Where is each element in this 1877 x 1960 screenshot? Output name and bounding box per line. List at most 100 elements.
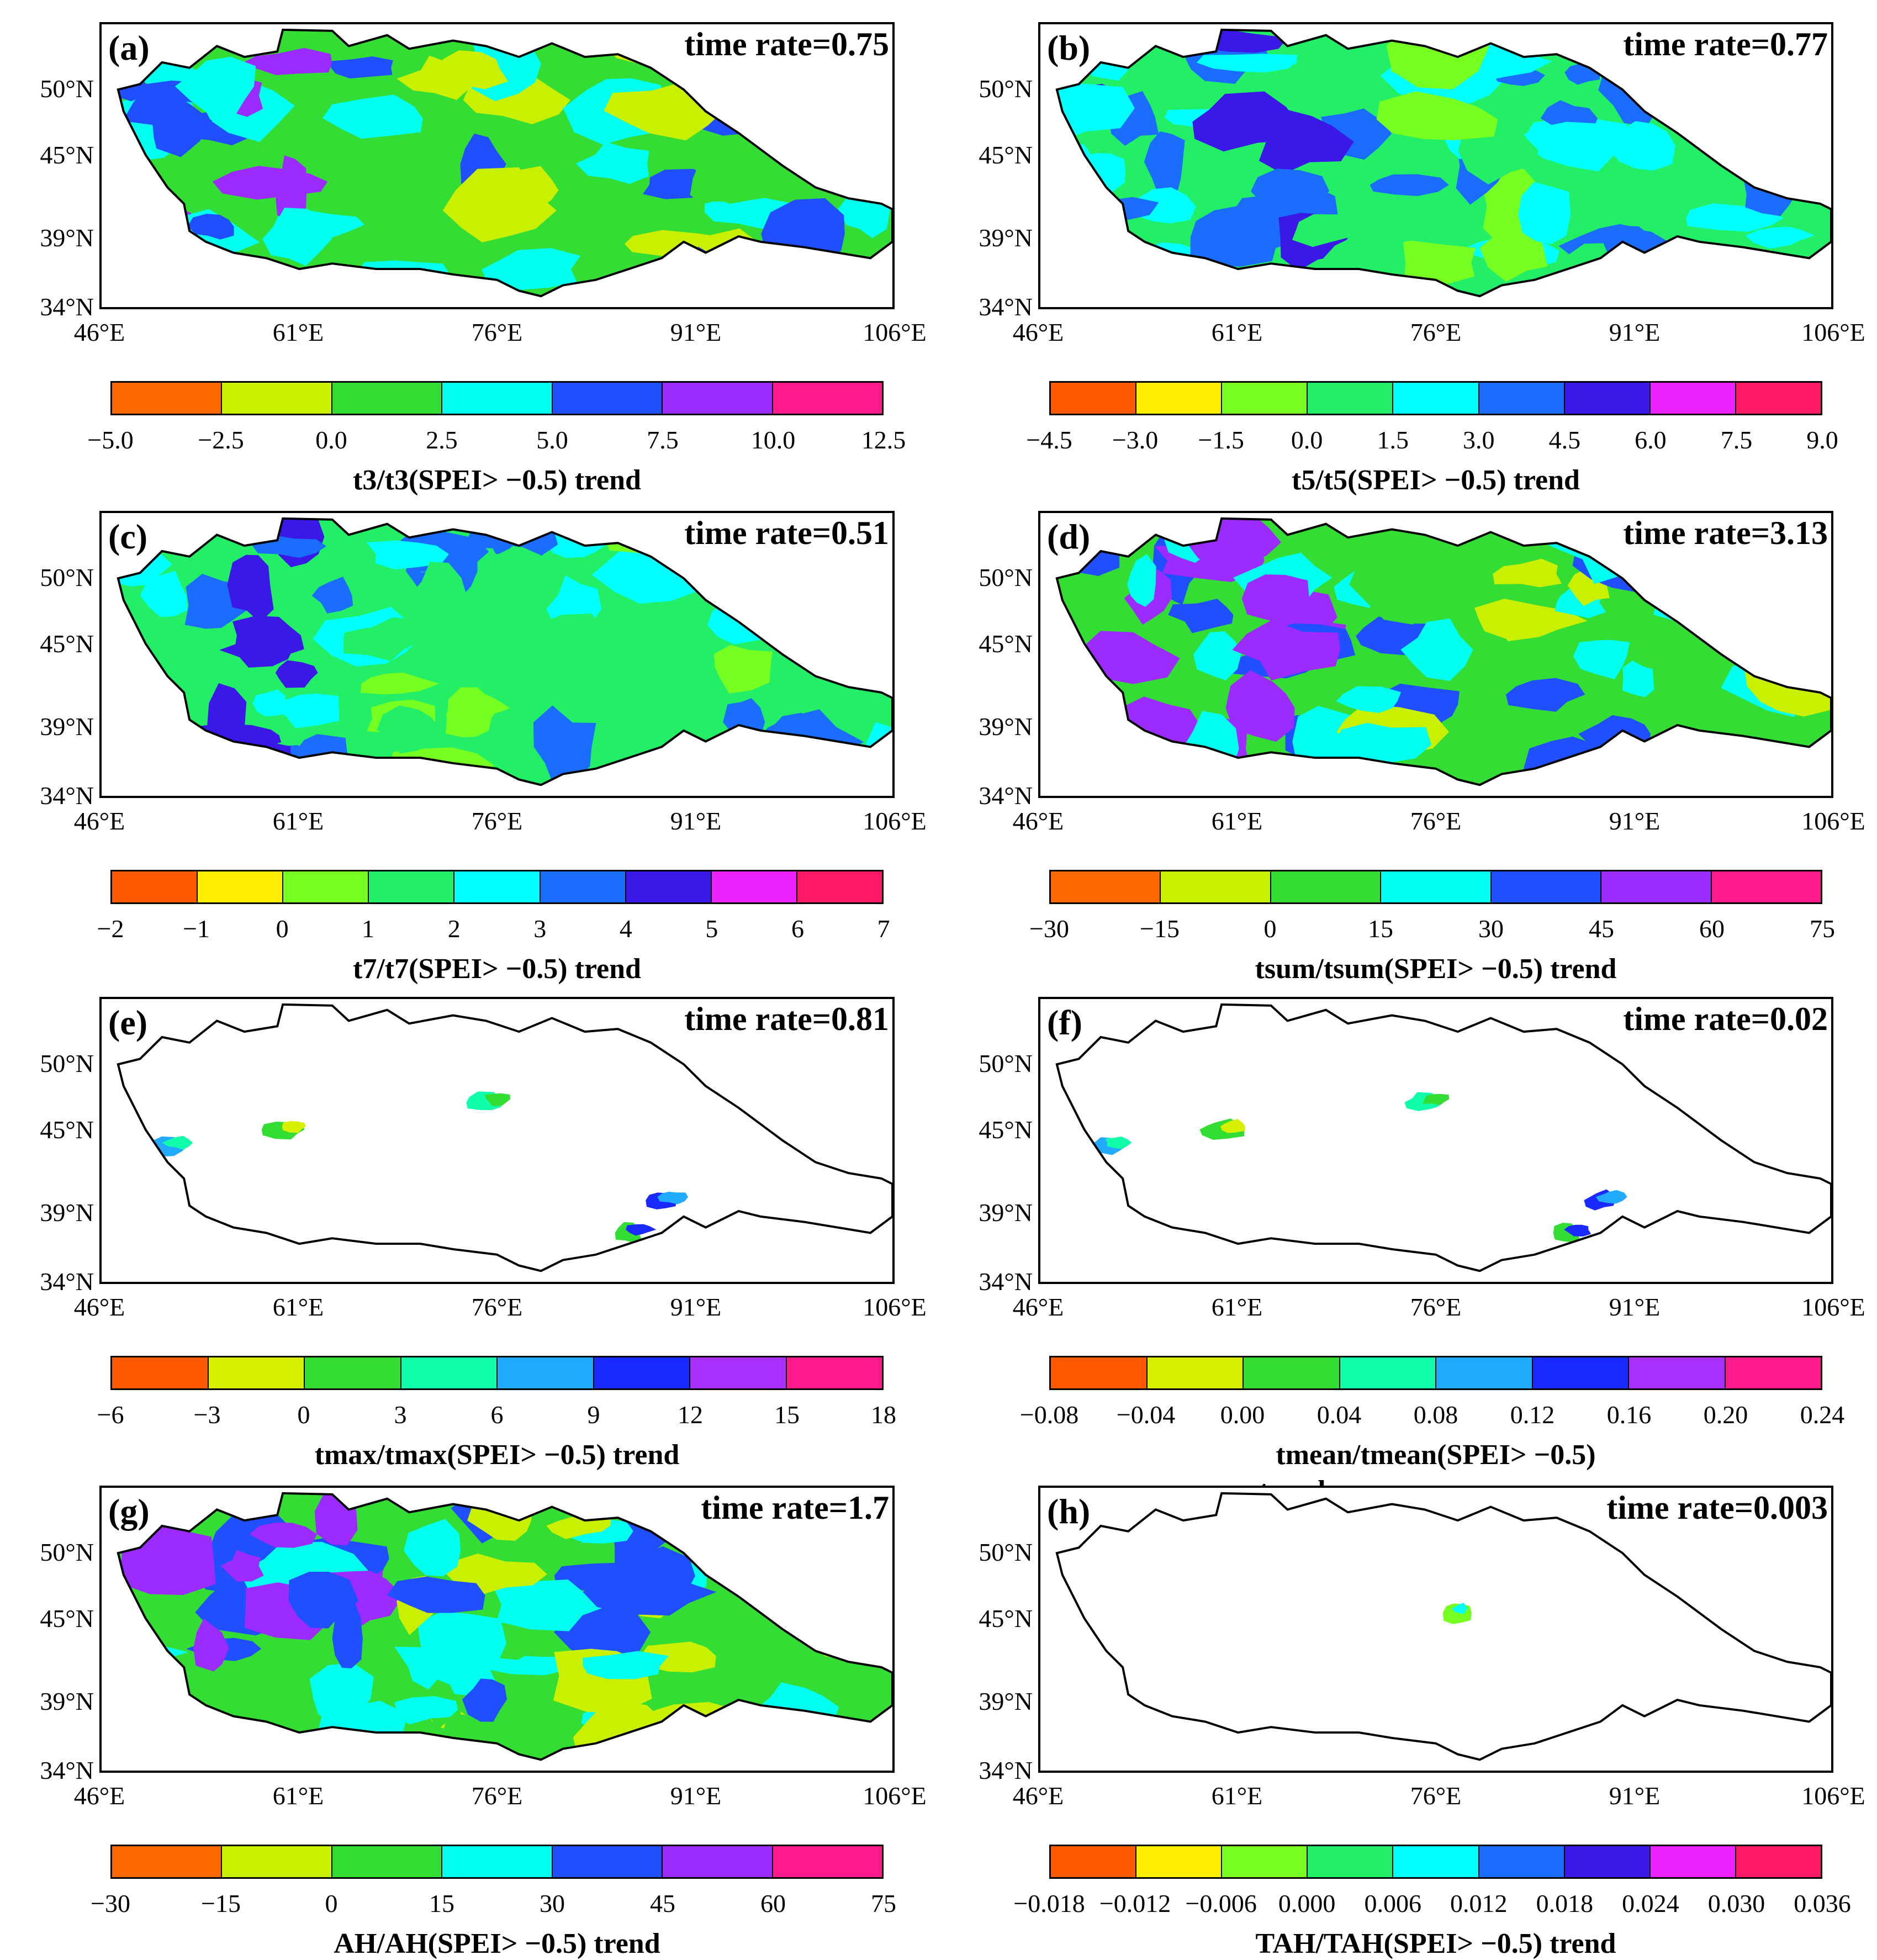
map-value-patch (713, 644, 773, 694)
latitude-label: 39°N (40, 224, 94, 252)
map-value-patch (768, 557, 858, 623)
map-value-patch (851, 1557, 892, 1631)
longitude-label: 46°E (1012, 807, 1064, 835)
map-value-patch (802, 128, 892, 181)
colorbar-tick-label: −0.012 (1099, 1889, 1171, 1917)
map-value-patch (1617, 744, 1654, 785)
colorbar-segment (1147, 1357, 1244, 1388)
colorbar-tick-label: 15 (1368, 915, 1393, 943)
map-value-patch (1190, 205, 1279, 267)
colorbar-segment (1051, 1846, 1137, 1877)
colorbar-tick-label: 7 (877, 915, 890, 943)
map-value-patch (805, 76, 864, 131)
colorbar-segment (222, 1846, 332, 1877)
longitude-label: 106°E (863, 1293, 927, 1321)
colorbar-tick-label: −30 (1029, 915, 1069, 943)
latitude-label: 45°N (40, 1604, 94, 1633)
panel-label: (f) (1047, 1003, 1082, 1042)
latitude-label: 45°N (40, 141, 94, 169)
map-value-patch (118, 726, 132, 768)
map-value-patch (250, 1522, 318, 1548)
map-panel-f: (f) time rate=0.02 50°N 45°N 39°N 34°N 46°E 61°… (939, 980, 1867, 1507)
colorbar-segment (454, 871, 541, 902)
colorbar-tick-label: −4.5 (1026, 426, 1072, 454)
map-value-patch (394, 1696, 458, 1725)
colorbar-tick-label: −0.018 (1013, 1889, 1085, 1917)
latitude-label: 34°N (979, 1756, 1033, 1784)
map-value-patch (445, 694, 510, 723)
map-value-patch (1376, 91, 1498, 140)
map-value-patch (1056, 83, 1135, 146)
map-value-patch (361, 617, 450, 646)
map-value-patch (583, 1651, 669, 1679)
colorbar-segment (1222, 383, 1308, 414)
longitude-label: 46°E (1012, 1293, 1064, 1321)
longitude-label: 61°E (272, 318, 324, 346)
panel-label: (c) (108, 517, 148, 556)
colorbar-segment (1271, 871, 1382, 902)
colorbar-tick-label: −1 (183, 915, 210, 943)
colorbar-tick-label: 0 (276, 915, 289, 943)
colorbar-segment (1136, 383, 1223, 414)
map-value-patch (713, 274, 795, 297)
map-value-patch (1259, 108, 1354, 175)
colorbar (1049, 870, 1822, 904)
time-rate-label: time rate=0.003 (1606, 1489, 1828, 1526)
latitude-label: 45°N (40, 630, 94, 658)
map-value-patch (1056, 175, 1102, 221)
colorbar-tick-label: 2 (447, 915, 461, 943)
colorbar (110, 1845, 884, 1879)
colorbar (110, 870, 884, 904)
longitude-label: 106°E (1801, 318, 1865, 346)
colorbar-tick-label: 9.0 (1806, 426, 1838, 454)
colorbar-tick-label: 0.0 (315, 426, 347, 454)
longitude-label: 61°E (272, 1293, 324, 1321)
latitude-label: 50°N (40, 75, 94, 103)
longitude-label: 91°E (670, 807, 722, 835)
longitude-label: 91°E (1609, 1293, 1661, 1321)
colorbar-tick-label: 0.00 (1220, 1401, 1265, 1429)
colorbar-segment (1564, 1846, 1651, 1877)
latitude-label: 34°N (40, 1756, 94, 1784)
longitude-label: 91°E (670, 318, 722, 346)
colorbar-segment (283, 871, 369, 902)
colorbar-segment (198, 871, 284, 902)
longitude-label: 106°E (863, 807, 927, 835)
map-value-patch (118, 189, 154, 258)
colorbar-segment (711, 871, 797, 902)
panel-label: (b) (1047, 28, 1091, 67)
map-value-patch (403, 1519, 461, 1577)
colorbar-tick-label: 0 (325, 1889, 338, 1917)
map-value-patch (1622, 660, 1654, 698)
map-value-patch (232, 615, 304, 657)
colorbar-tick-label: 0.000 (1278, 1889, 1336, 1917)
map-value-patch (1220, 1119, 1246, 1133)
colorbar-title: t7/t7(SPEI> −0.5) trend (353, 953, 641, 985)
colorbar-tick-label: 2.5 (426, 426, 458, 454)
colorbar-segment (1161, 871, 1271, 902)
map-frame (1038, 22, 1833, 309)
map-value-patch (1605, 121, 1675, 171)
latitude-label: 34°N (40, 293, 94, 321)
map-value-patch (1106, 1136, 1132, 1149)
map-panel-a: (a) time rate=0.75 50°N 45°N 39°N 34°N 46°E 61°… (0, 6, 928, 496)
latitude-label: 45°N (979, 1604, 1033, 1633)
map-value-patch (1734, 132, 1820, 176)
colorbar-tick-label: −3 (193, 1401, 221, 1429)
map-value-patch (732, 737, 791, 785)
colorbar-title: tmax/tmax(SPEI> −0.5) trend (314, 1439, 680, 1471)
map-value-patch (1127, 554, 1156, 607)
map-value-patch (686, 246, 726, 297)
map-value-patch (1336, 686, 1402, 714)
map-value-patch (118, 740, 130, 766)
latitude-label: 50°N (979, 1049, 1033, 1077)
colorbar-tick-label: −5.0 (87, 426, 134, 454)
map-value-patch (685, 564, 782, 594)
colorbar-tick-label: 0.24 (1800, 1401, 1845, 1429)
map-value-patch (1400, 618, 1473, 681)
map-value-patch (657, 1191, 689, 1204)
map-value-patch (314, 1493, 358, 1546)
latitude-label: 39°N (40, 1198, 94, 1227)
map-value-patch (118, 226, 199, 271)
basin-outline (1055, 1003, 1831, 1272)
